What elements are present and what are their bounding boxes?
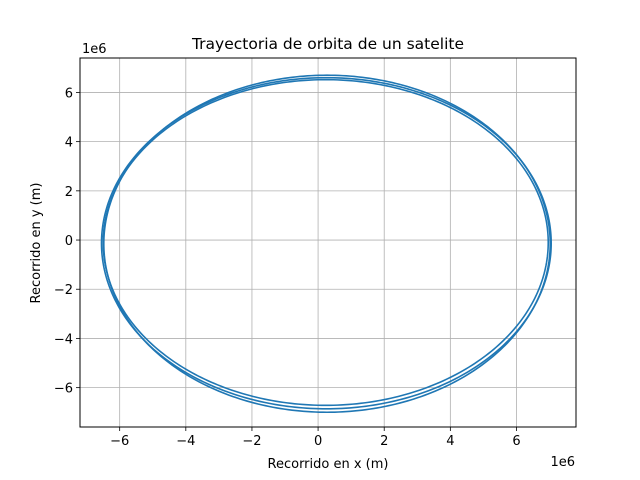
y-tick-label: 6 [65,86,73,101]
y-tick-label: 0 [65,234,73,249]
y-axis-label: Recorrido en y (m) [29,183,44,304]
y-tick-label: −4 [54,332,73,347]
x-axis-ticks: −6 −4 −2 0 2 4 6 [110,427,521,449]
axes-frame [79,57,577,428]
y-tick-label: −6 [54,382,73,397]
x-axis-label: Recorrido en x (m) [268,457,389,472]
orbit-loop-line [100,76,552,410]
x-tick-label: −4 [176,434,195,449]
x-tick-label: −2 [242,434,261,449]
y-tick-label: 4 [65,136,73,151]
x-tick-label: −6 [110,434,129,449]
orbit-loop-line [102,78,550,407]
y-axis-ticks: −6 −4 −2 0 2 4 6 [54,86,80,397]
plot-area [100,74,552,414]
x-tick-label: 4 [446,434,454,449]
y-tick-label: −2 [54,283,73,298]
x-tick-label: 6 [512,434,520,449]
y-tick-label: 2 [65,185,73,200]
grid [80,58,576,427]
x-tick-label: 2 [380,434,388,449]
chart-title: Trayectoria de orbita de un satelite [191,35,464,53]
x-tick-label: 0 [314,434,322,449]
y-offset-label: 1e6 [82,42,107,57]
x-offset-label: 1e6 [550,455,575,470]
